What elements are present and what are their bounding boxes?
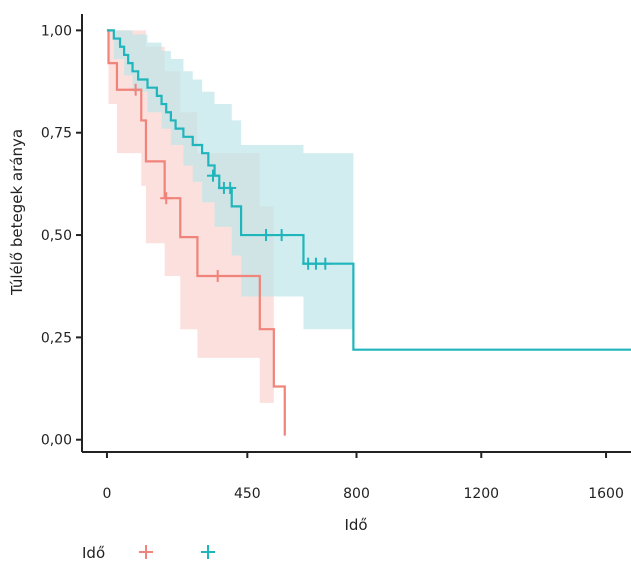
y-tick-label: 0,25 (41, 330, 72, 346)
confidence-band-2 (106, 30, 354, 330)
x-axis-title: Idő (344, 516, 367, 534)
x-axis-ticks: 0 450 800 1200 1600 (102, 452, 624, 502)
censor-mark (319, 257, 332, 270)
censor-mark (160, 192, 173, 205)
censor-marks (129, 83, 332, 282)
confidence-bands (106, 30, 354, 403)
y-tick-label: 1,00 (41, 23, 72, 39)
x-tick-label: 1600 (588, 486, 624, 502)
x-tick-label: 800 (343, 486, 370, 502)
y-axis-title: Túlélő betegek aránya (8, 129, 26, 296)
legend: Idő (82, 544, 215, 562)
y-tick-label: 0,00 (41, 433, 72, 449)
x-tick-label: 450 (234, 486, 261, 502)
censor-mark (207, 169, 220, 182)
x-tick-label: 0 (102, 486, 111, 502)
censor-mark (129, 83, 142, 96)
survival-curve-2 (106, 29, 631, 351)
legend-entry-1 (139, 545, 153, 559)
y-axis-ticks: 0,00 0,25 0,50 0,75 1,00 (41, 23, 82, 449)
legend-title: Idő (82, 544, 105, 562)
confidence-band-1 (106, 30, 274, 403)
y-tick-label: 0,50 (41, 228, 72, 244)
censor-mark (224, 181, 237, 194)
censor-mark (211, 269, 224, 282)
legend-entry-2 (201, 545, 215, 559)
censor-mark (260, 229, 273, 242)
x-tick-label: 1200 (463, 486, 499, 502)
legend-entries (139, 545, 215, 559)
censor-mark (275, 229, 288, 242)
y-tick-label: 0,75 (41, 126, 72, 142)
